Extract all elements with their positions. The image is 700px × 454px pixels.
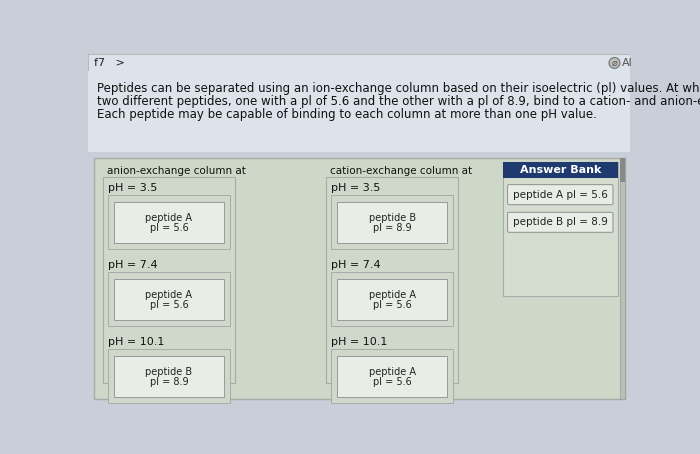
- Bar: [620, 158, 624, 182]
- Text: pl = 5.6: pl = 5.6: [372, 377, 412, 387]
- Bar: [103, 177, 234, 383]
- Bar: [337, 355, 447, 397]
- Bar: [114, 202, 224, 243]
- Text: pl = 8.9: pl = 8.9: [373, 223, 412, 233]
- Text: anion-exchange column at: anion-exchange column at: [107, 166, 246, 176]
- Bar: [331, 195, 454, 249]
- FancyBboxPatch shape: [508, 185, 613, 205]
- Bar: [94, 158, 624, 399]
- Text: pH = 7.4: pH = 7.4: [108, 260, 158, 270]
- Bar: [88, 71, 630, 152]
- Text: Each peptide may be capable of binding to each column at more than one pH value.: Each peptide may be capable of binding t…: [97, 109, 596, 121]
- Text: ⌀: ⌀: [612, 58, 617, 68]
- Text: pl = 5.6: pl = 5.6: [372, 300, 412, 310]
- Text: Peptides can be separated using an ion-exchange column based on their isoelectri: Peptides can be separated using an ion-e…: [97, 82, 700, 95]
- Bar: [503, 162, 617, 296]
- Text: peptide A: peptide A: [369, 367, 416, 377]
- Text: pH = 7.4: pH = 7.4: [331, 260, 381, 270]
- Text: peptide B: peptide B: [368, 213, 416, 223]
- Text: pl = 5.6: pl = 5.6: [150, 300, 188, 310]
- Text: pH = 10.1: pH = 10.1: [331, 337, 387, 347]
- Bar: [88, 54, 630, 71]
- Bar: [503, 162, 617, 178]
- Bar: [108, 272, 230, 326]
- Bar: [331, 350, 454, 403]
- Text: pH = 3.5: pH = 3.5: [331, 183, 380, 193]
- Text: peptide A: peptide A: [146, 213, 192, 223]
- Text: f7   >: f7 >: [94, 58, 125, 68]
- Bar: [326, 177, 458, 383]
- Text: peptide A: peptide A: [146, 290, 192, 300]
- Bar: [108, 195, 230, 249]
- Text: peptide A pl = 5.6: peptide A pl = 5.6: [513, 190, 608, 200]
- Text: cation-exchange column at: cation-exchange column at: [330, 166, 472, 176]
- Text: pl = 8.9: pl = 8.9: [150, 377, 188, 387]
- Bar: [337, 279, 447, 320]
- Text: peptide B pl = 8.9: peptide B pl = 8.9: [513, 217, 608, 227]
- Text: pH = 10.1: pH = 10.1: [108, 337, 164, 347]
- Circle shape: [609, 58, 620, 69]
- Text: pl = 5.6: pl = 5.6: [150, 223, 188, 233]
- Bar: [108, 350, 230, 403]
- Text: Answer Bank: Answer Bank: [519, 165, 601, 175]
- Text: pH = 3.5: pH = 3.5: [108, 183, 157, 193]
- Text: peptide A: peptide A: [369, 290, 416, 300]
- FancyBboxPatch shape: [508, 212, 613, 232]
- Bar: [114, 355, 224, 397]
- Bar: [620, 158, 624, 399]
- Text: peptide B: peptide B: [146, 367, 192, 377]
- Text: two different peptides, one with a pl of 5.6 and the other with a pl of 8.9, bin: two different peptides, one with a pl of…: [97, 95, 700, 109]
- Bar: [337, 202, 447, 243]
- Bar: [331, 272, 454, 326]
- Text: Al: Al: [622, 58, 633, 68]
- Bar: [114, 279, 224, 320]
